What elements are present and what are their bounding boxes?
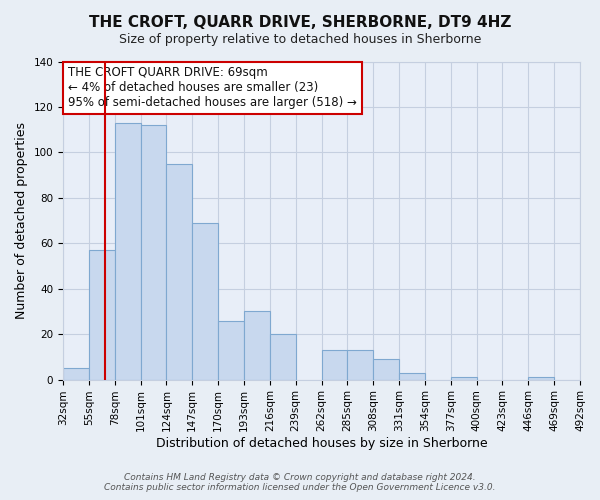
Bar — [63, 368, 89, 380]
Text: Contains HM Land Registry data © Crown copyright and database right 2024.
Contai: Contains HM Land Registry data © Crown c… — [104, 473, 496, 492]
Bar — [347, 350, 373, 380]
Bar — [218, 320, 244, 380]
Bar — [270, 334, 296, 380]
X-axis label: Distribution of detached houses by size in Sherborne: Distribution of detached houses by size … — [156, 437, 487, 450]
Text: THE CROFT, QUARR DRIVE, SHERBORNE, DT9 4HZ: THE CROFT, QUARR DRIVE, SHERBORNE, DT9 4… — [89, 15, 511, 30]
Bar — [529, 378, 554, 380]
Y-axis label: Number of detached properties: Number of detached properties — [15, 122, 28, 319]
Bar — [192, 223, 218, 380]
Bar — [451, 378, 476, 380]
Bar — [115, 123, 140, 380]
Bar — [140, 125, 166, 380]
Bar — [373, 359, 399, 380]
Bar — [399, 373, 425, 380]
Bar — [166, 164, 192, 380]
Bar — [322, 350, 347, 380]
Bar — [244, 312, 270, 380]
Text: Size of property relative to detached houses in Sherborne: Size of property relative to detached ho… — [119, 32, 481, 46]
Text: THE CROFT QUARR DRIVE: 69sqm
← 4% of detached houses are smaller (23)
95% of sem: THE CROFT QUARR DRIVE: 69sqm ← 4% of det… — [68, 66, 357, 110]
Bar — [89, 250, 115, 380]
